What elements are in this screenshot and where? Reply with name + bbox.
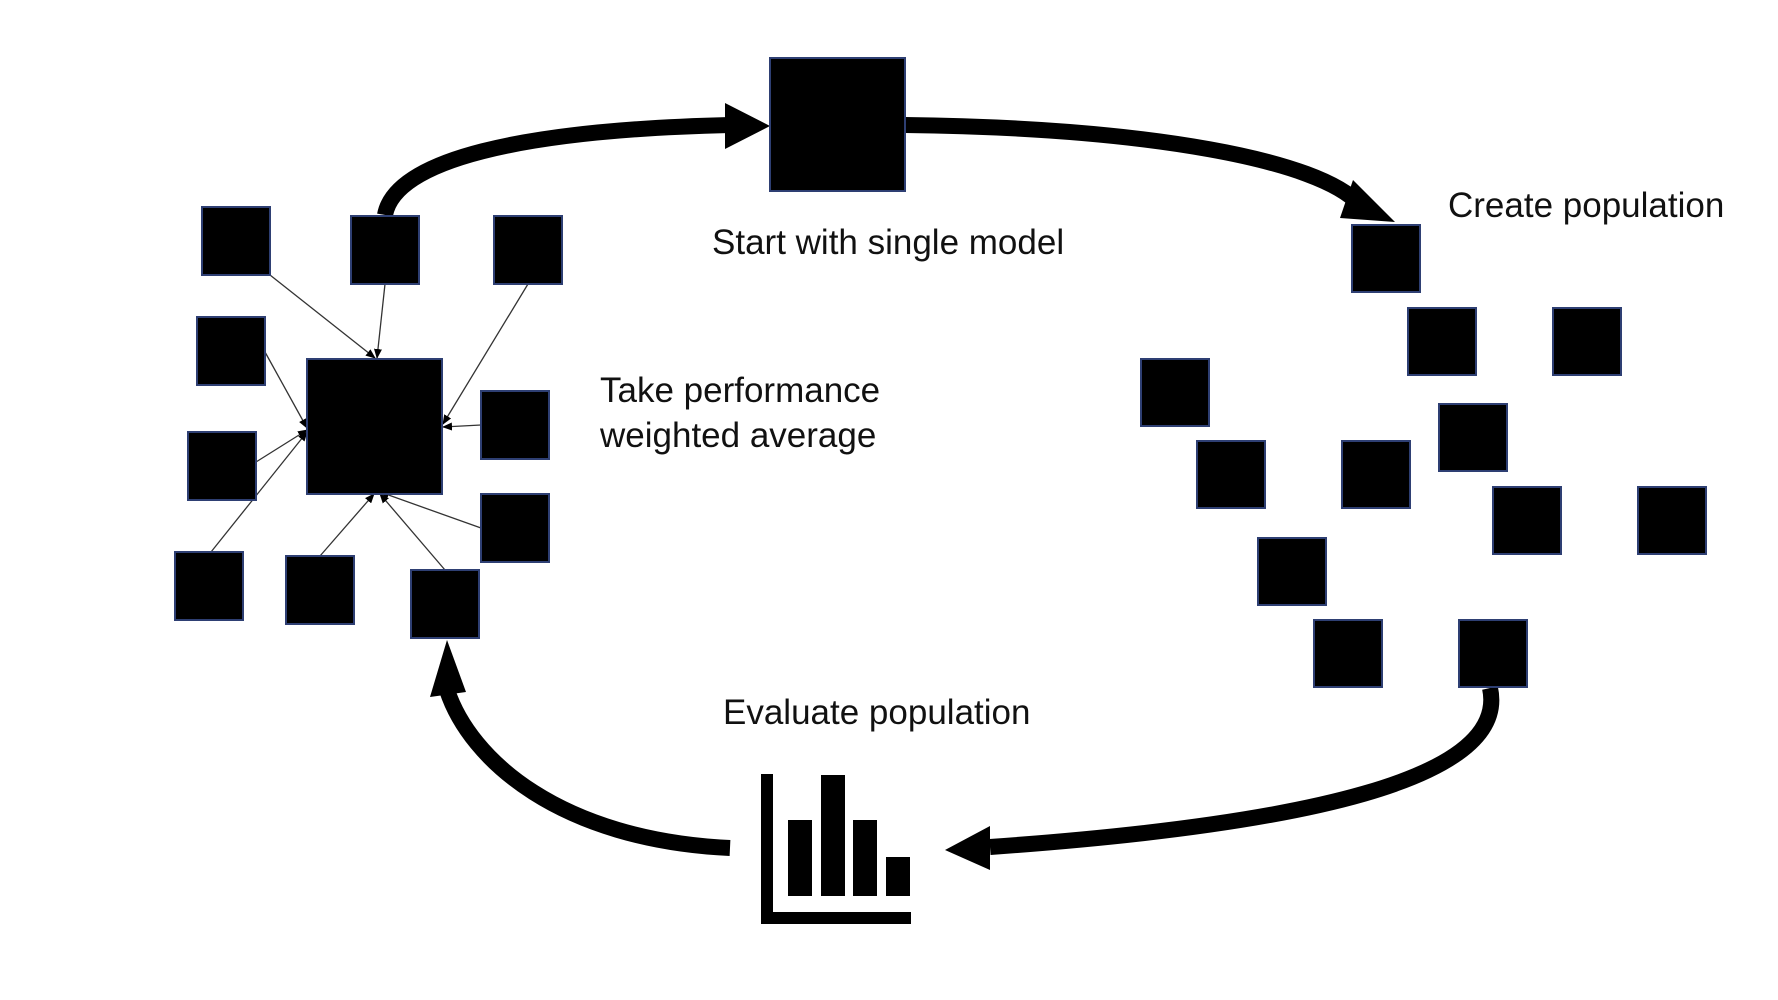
arrow-to-start-model xyxy=(377,103,770,218)
create-label: Create population xyxy=(1448,186,1725,225)
bar-chart-icon xyxy=(761,774,911,924)
population-model xyxy=(1438,403,1508,472)
population-model xyxy=(1552,307,1622,376)
population-model xyxy=(1341,440,1411,509)
member-model xyxy=(493,215,563,285)
member-model xyxy=(201,206,271,276)
population-model xyxy=(1351,224,1421,293)
start-model xyxy=(769,57,906,192)
averaged-model xyxy=(306,358,443,495)
population-model xyxy=(1257,537,1327,606)
member-model xyxy=(174,551,244,621)
member-model xyxy=(187,431,257,501)
member-model xyxy=(285,555,355,625)
population-model xyxy=(1196,440,1266,509)
member-model xyxy=(480,390,550,460)
arrow-to-population xyxy=(904,117,1395,222)
population-model xyxy=(1140,358,1210,427)
population-model xyxy=(1313,619,1383,688)
evaluate-label: Evaluate population xyxy=(723,693,1031,732)
average-label-line1: Take performance xyxy=(600,371,881,410)
member-model xyxy=(410,569,480,639)
population-model xyxy=(1407,307,1477,376)
member-model xyxy=(196,316,266,386)
member-model xyxy=(480,493,550,563)
population-model xyxy=(1458,619,1528,688)
start-label: Start with single model xyxy=(712,223,1065,262)
arrow-to-evaluate xyxy=(945,686,1500,870)
arrow-to-average xyxy=(430,640,731,856)
population-model xyxy=(1492,486,1562,555)
member-model xyxy=(350,215,420,285)
average-label-line2: weighted average xyxy=(600,416,877,455)
population-models xyxy=(1140,224,1707,688)
population-model xyxy=(1637,486,1707,555)
average-connectors xyxy=(210,274,529,571)
member-models xyxy=(174,206,563,639)
